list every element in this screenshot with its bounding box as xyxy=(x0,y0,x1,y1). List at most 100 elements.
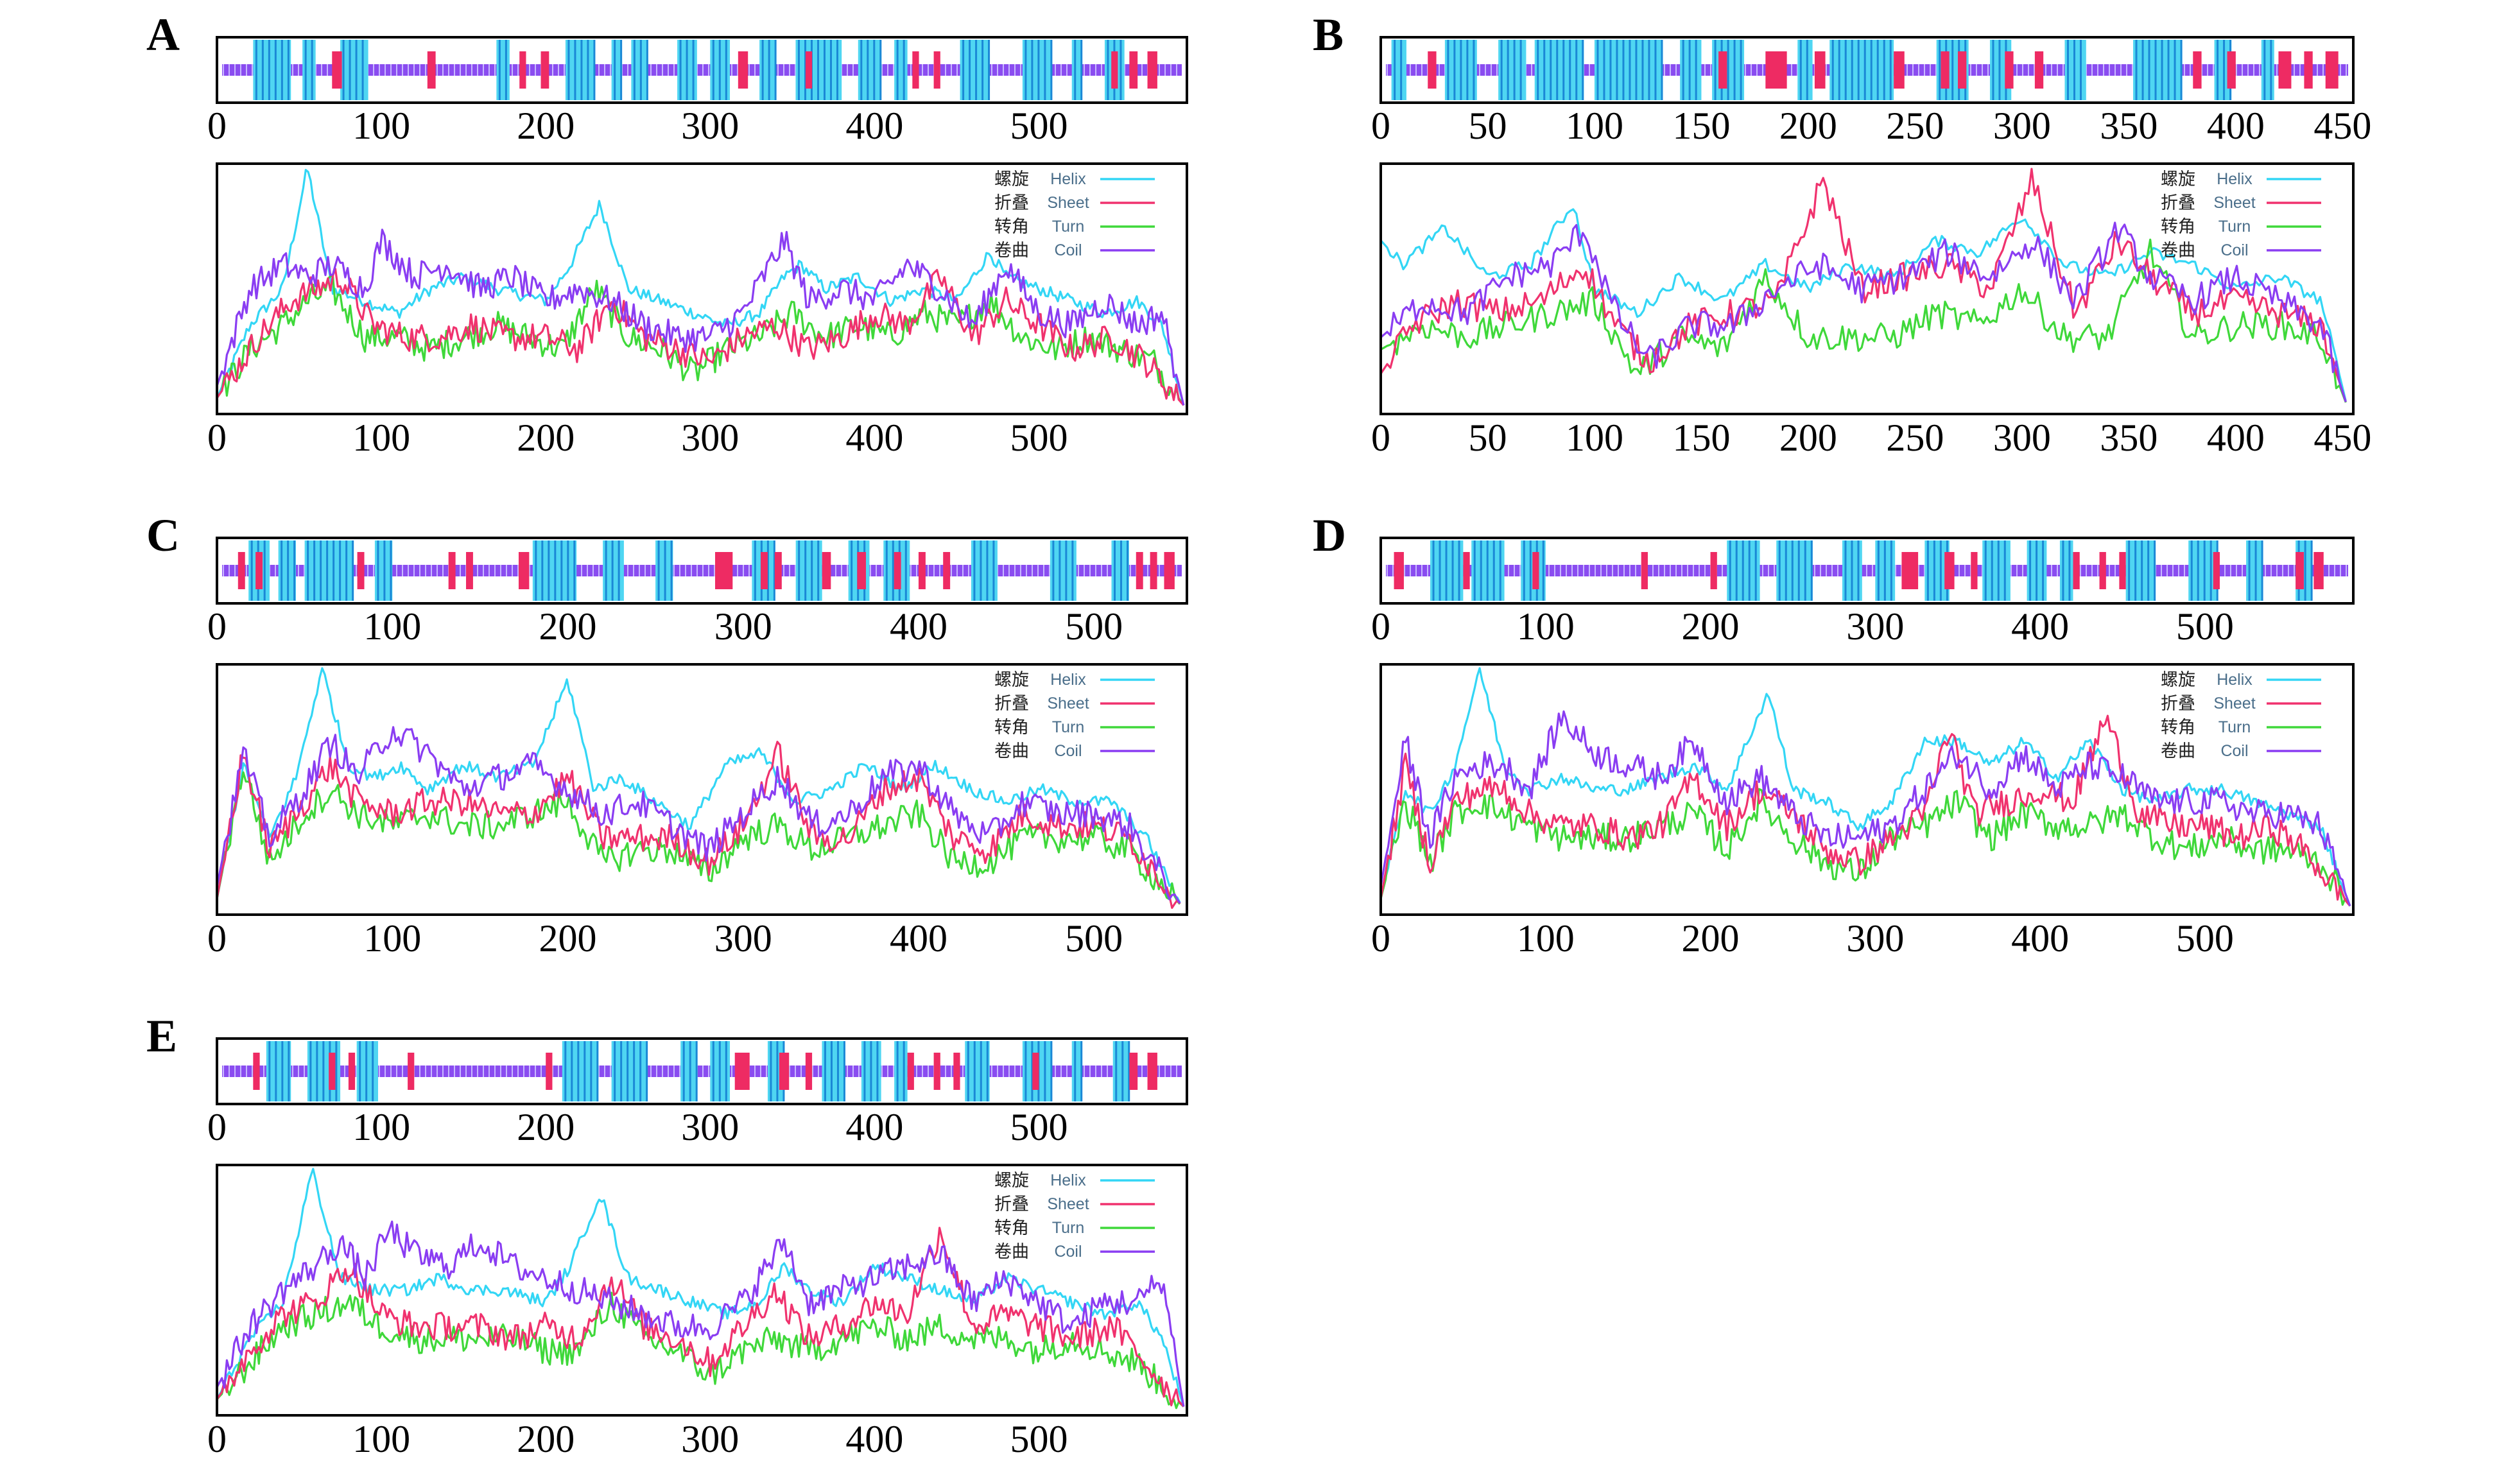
plot-tick-label: 300 xyxy=(1993,417,2051,459)
track-tick-label: 200 xyxy=(1682,605,1740,648)
track-tick-label: 400 xyxy=(2011,605,2069,648)
sheet-block xyxy=(1532,552,1539,589)
plot-tick-label: 100 xyxy=(352,1418,410,1460)
plot-frame xyxy=(216,663,1188,916)
sheet-block xyxy=(2227,51,2236,89)
legend-label-en: Sheet xyxy=(1047,1195,1089,1213)
sheet-block xyxy=(348,1053,356,1090)
sheet-block xyxy=(1971,552,1978,589)
track-frame xyxy=(216,36,1188,104)
helix-block xyxy=(960,40,990,100)
sheet-block xyxy=(329,1053,336,1090)
sheet-block xyxy=(2296,552,2304,589)
track-tick-label: 400 xyxy=(845,105,903,147)
legend-label-en: Helix xyxy=(1050,1171,1086,1189)
helix-block xyxy=(1071,1041,1082,1101)
track-tick-label: 300 xyxy=(714,605,772,648)
sheet-block xyxy=(546,1053,553,1090)
plot-tick-label: 450 xyxy=(2313,417,2371,459)
legend-label-zh: 卷曲 xyxy=(2161,241,2195,261)
legend-label-zh: 卷曲 xyxy=(994,241,1029,261)
helix-block xyxy=(1594,40,1663,100)
legend-label-en: Helix xyxy=(1050,170,1086,188)
plot-tick-label: 0 xyxy=(207,917,227,960)
plot-tick-label: 0 xyxy=(1371,917,1390,960)
series-line-helix xyxy=(1379,667,2351,906)
panel-letter: B xyxy=(1313,9,1344,60)
plot-frame xyxy=(216,1164,1188,1417)
plot-tick-label: 100 xyxy=(1517,917,1575,960)
legend-label-zh: 折叠 xyxy=(2161,193,2195,213)
coil-band xyxy=(222,565,1182,576)
secondary-structure-track: 0 100 200 300 400 500 xyxy=(207,36,1188,147)
track-tick-label: 150 xyxy=(1672,105,1730,147)
track-tick-label: 50 xyxy=(1468,105,1507,147)
plot-tick-label: 350 xyxy=(2100,417,2157,459)
sheet-block xyxy=(238,552,245,589)
plot-tick-label: 500 xyxy=(1010,417,1068,459)
sheet-block xyxy=(2304,51,2313,89)
sheet-block xyxy=(1147,51,1157,89)
plot-tick-label: 100 xyxy=(363,917,421,960)
legend-label-en: Sheet xyxy=(2213,194,2255,212)
sheet-block xyxy=(1428,51,1437,89)
plot-tick-label: 200 xyxy=(539,917,596,960)
plot-tick-label: 300 xyxy=(1846,917,1904,960)
series-line-turn xyxy=(1380,238,2347,403)
track-tick-label: 0 xyxy=(1371,605,1390,648)
panel-d: D 0 100 200 300 400 500 螺旋 Helix 折叠 Sheet 转角 Turn 卷曲 C… xyxy=(1313,510,2355,960)
track-tick-label: 350 xyxy=(2100,105,2157,147)
series-line-turn xyxy=(216,1291,1184,1410)
panel-e: E 0 100 200 300 400 500 螺旋 Helix 折叠 Sheet 转角 Turn 卷曲 C… xyxy=(146,1010,1188,1460)
legend: 螺旋 Helix 折叠 Sheet 转角 Turn 卷曲 Coil xyxy=(2161,670,2321,761)
helix-block xyxy=(611,1041,648,1101)
profile-plot: 螺旋 Helix 折叠 Sheet 转角 Turn 卷曲 Coil 0 100 200 300 400 5… xyxy=(1371,663,2355,960)
plot-tick-label: 400 xyxy=(890,917,947,960)
legend-label-en: Turn xyxy=(1052,1219,1084,1237)
helix-block xyxy=(1071,40,1082,100)
track-tick-label: 0 xyxy=(1371,105,1390,147)
sheet-block xyxy=(2313,552,2324,589)
panel-letter: D xyxy=(1313,510,1346,561)
track-tick-label: 100 xyxy=(1566,105,1623,147)
sheet-block xyxy=(1136,552,1143,589)
sheet-block xyxy=(894,552,901,589)
helix-block xyxy=(1776,540,1813,601)
sheet-block xyxy=(1111,51,1118,89)
sheet-block xyxy=(805,51,813,89)
plot-tick-label: 300 xyxy=(714,917,772,960)
sheet-block xyxy=(805,1053,813,1090)
panel-letter: E xyxy=(146,1010,177,1062)
legend-label-en: Coil xyxy=(2220,241,2248,259)
helix-block xyxy=(2125,540,2156,601)
coil-band xyxy=(222,64,1182,76)
plot-tick-label: 200 xyxy=(517,1418,575,1460)
helix-block xyxy=(2059,540,2073,601)
plot-tick-label: 200 xyxy=(1779,417,1837,459)
plot-frame xyxy=(1379,663,2355,916)
sheet-block xyxy=(1710,552,1717,589)
track-tick-label: 300 xyxy=(1846,605,1904,648)
legend-label-zh: 卷曲 xyxy=(2161,741,2195,761)
sheet-block xyxy=(953,1053,960,1090)
legend-label-zh: 螺旋 xyxy=(994,670,1029,690)
track-tick-label: 100 xyxy=(1517,605,1575,648)
legend-label-en: Coil xyxy=(1054,241,1082,259)
series-line-sheet xyxy=(1379,714,2351,907)
sheet-block xyxy=(253,1053,260,1090)
plot-tick-label: 400 xyxy=(2011,917,2069,960)
track-tick-label: 500 xyxy=(1010,105,1068,147)
sheet-block xyxy=(2325,51,2339,89)
panel-c: C 0 100 200 300 400 500 螺旋 Helix 折叠 Sheet 转角 Turn 卷曲 C… xyxy=(146,510,1188,960)
helix-block xyxy=(565,40,596,100)
helix-block xyxy=(611,40,622,100)
track-frame xyxy=(216,1037,1188,1105)
sheet-block xyxy=(1958,51,1967,89)
panel-a: A 0 100 200 300 400 500 螺旋 Helix 折叠 Sheet 转角 Turn 卷曲 C… xyxy=(146,9,1188,459)
sheet-block xyxy=(933,51,940,89)
helix-block xyxy=(302,40,316,100)
secondary-structure-track: 0 50 100 150 200 250 300 350 400 450 xyxy=(1371,36,2371,147)
legend-label-zh: 折叠 xyxy=(994,193,1029,213)
plot-tick-label: 250 xyxy=(1886,417,1944,459)
legend-label-en: Turn xyxy=(1052,218,1084,236)
